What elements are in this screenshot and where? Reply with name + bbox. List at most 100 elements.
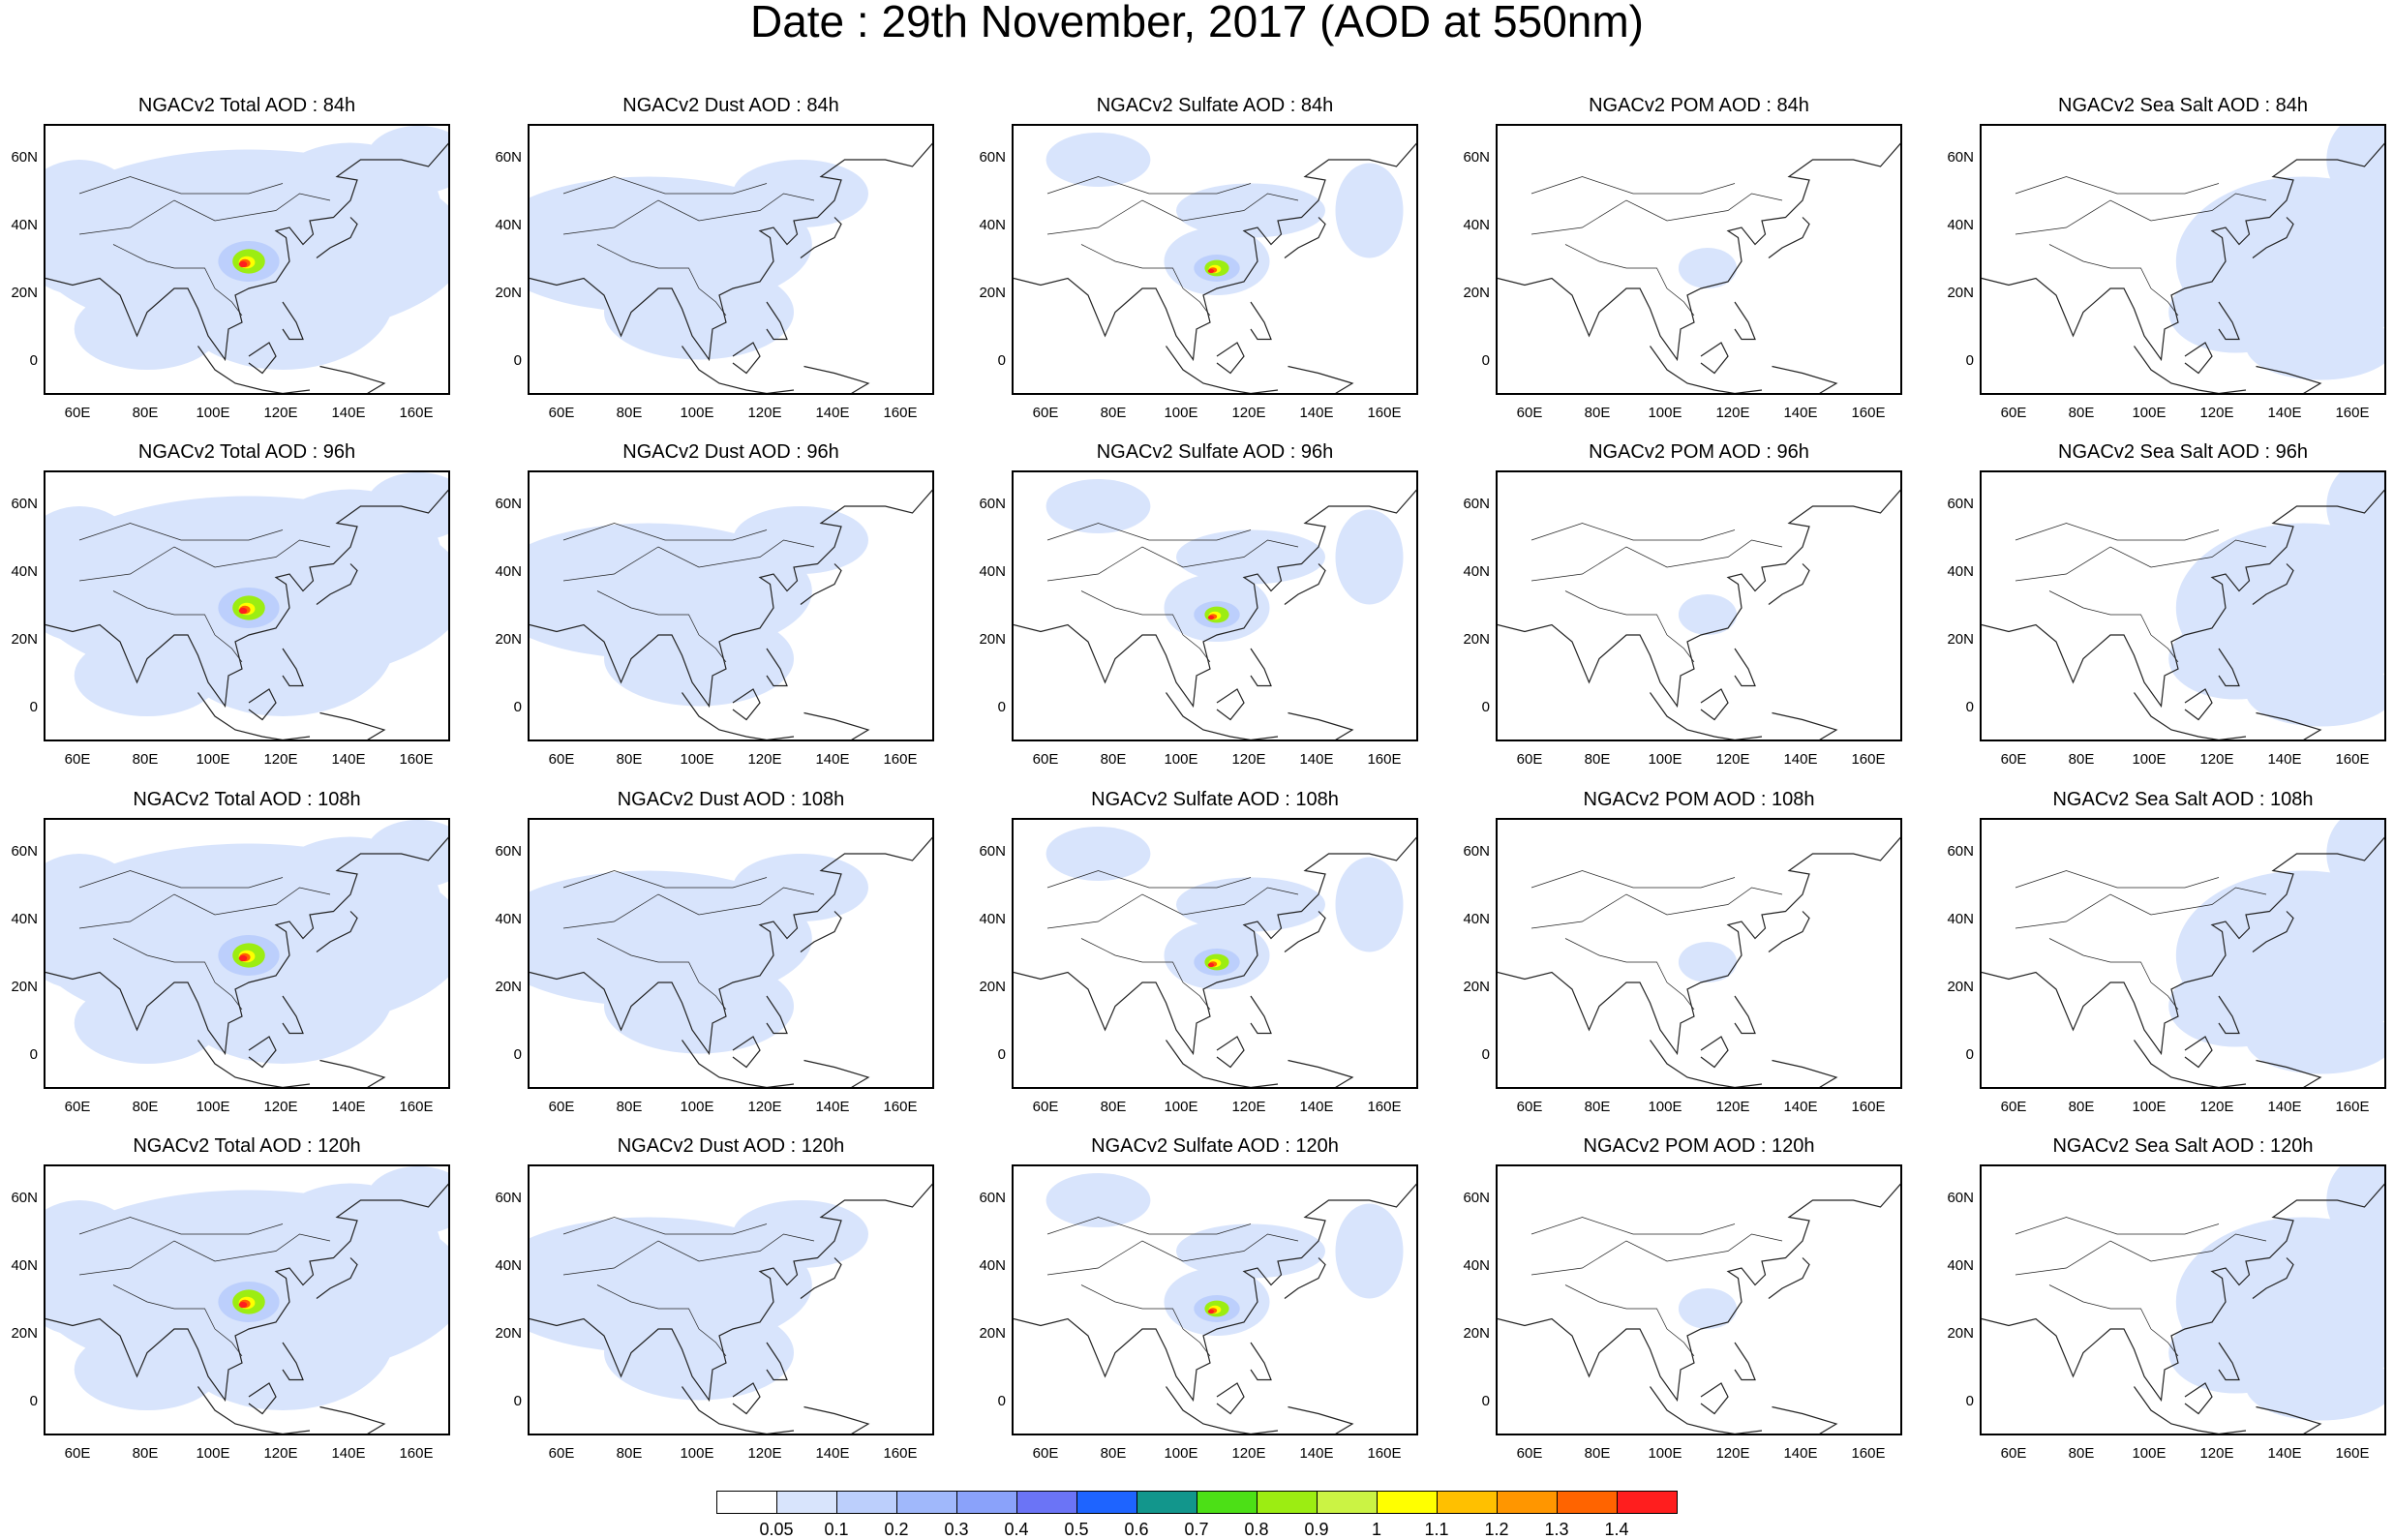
lon-tick-label: 140E [2267, 751, 2302, 768]
country-border [1530, 539, 1783, 582]
lat-tick-label: 40N [11, 911, 38, 927]
lon-tick-label: 120E [747, 1445, 782, 1462]
aod-field-high-region [238, 607, 248, 615]
lat-tick-label: 40N [1947, 563, 1974, 580]
lon-tick-label: 160E [2335, 1099, 2370, 1115]
country-border [2015, 523, 2220, 541]
country-border [1530, 1217, 1736, 1235]
country-border [698, 981, 727, 1011]
lat-tick-label: 20N [979, 285, 1006, 301]
colorbar-tick-label: 1.1 [1424, 1520, 1449, 1539]
aod-field-region [733, 1200, 868, 1268]
coastline [800, 217, 842, 258]
lon-tick-label: 100E [680, 1445, 714, 1462]
coastline [2218, 995, 2240, 1035]
coastline [2218, 1342, 2240, 1381]
lon-tick-label: 60E [1032, 751, 1059, 768]
country-border [596, 590, 700, 636]
aod-field-region [1045, 479, 1151, 533]
coastline [248, 1036, 277, 1069]
lat-tick-label: 0 [29, 352, 38, 369]
coastline [803, 1059, 870, 1087]
country-border [562, 539, 815, 582]
panel-title: NGACv2 POM AOD : 120h [1583, 1135, 1815, 1157]
lat-tick-label: 60N [1947, 496, 1974, 512]
country-border [2048, 1284, 2152, 1330]
aod-map [530, 836, 932, 1087]
country-border [698, 287, 727, 317]
lon-tick-label: 60E [2000, 1099, 2027, 1115]
panel-title: NGACv2 Sulfate AOD : 96h [1096, 441, 1334, 463]
lat-tick-label: 0 [513, 699, 522, 715]
coastline [530, 142, 932, 362]
figure-title: Date : 29th November, 2017 (AOD at 550nm… [749, 0, 1645, 46]
country-border [2150, 1328, 2179, 1357]
coastline [2256, 365, 2322, 393]
coastline [1166, 346, 1279, 393]
colorbar-swatch [836, 1491, 897, 1514]
lat-tick-label: 0 [1965, 352, 1974, 369]
lon-tick-label: 100E [196, 751, 230, 768]
country-border [1666, 1328, 1695, 1357]
country-border [78, 1233, 331, 1276]
lon-tick-label: 60E [64, 751, 91, 768]
country-border [1666, 287, 1695, 317]
aod-field-region [604, 958, 794, 1054]
colorbar-tick-label: 0.5 [1064, 1520, 1089, 1539]
coastline [1650, 692, 1763, 740]
aod-field-region [45, 1200, 147, 1336]
country-border [562, 193, 815, 235]
lat-tick-label: 40N [979, 563, 1006, 580]
lat-tick-label: 60N [979, 496, 1006, 512]
map-panel-sulfate [1012, 470, 1418, 741]
lon-tick-label: 140E [1783, 751, 1818, 768]
colorbar-swatch [1197, 1491, 1258, 1514]
coastline [800, 563, 842, 605]
lon-tick-label: 140E [1299, 1445, 1334, 1462]
map-panel-seasalt [1980, 818, 2386, 1089]
lat-tick-label: 0 [1481, 1393, 1490, 1409]
colorbar-tick-label: 0.7 [1184, 1520, 1209, 1539]
aod-field-region [2246, 1352, 2384, 1421]
country-border [2015, 887, 2267, 929]
coastline [1768, 911, 1810, 952]
coastline [1650, 1386, 1763, 1434]
map-panel-dust [528, 470, 934, 741]
lon-tick-label: 80E [132, 1445, 159, 1462]
aod-field-region [733, 854, 868, 921]
lat-tick-label: 40N [1463, 1257, 1490, 1274]
coastline [2252, 1257, 2294, 1299]
lon-tick-label: 120E [263, 1099, 298, 1115]
aod-field-high-region [1207, 1309, 1215, 1314]
map-panel-total [44, 124, 450, 395]
coastline [530, 1183, 932, 1403]
country-border [78, 193, 331, 235]
coastline [1284, 1257, 1326, 1299]
aod-field-region [45, 506, 147, 642]
lon-tick-label: 80E [1100, 1445, 1127, 1462]
lon-tick-label: 160E [1851, 1445, 1886, 1462]
coastline [766, 1342, 788, 1381]
coastline [1288, 1405, 1354, 1434]
coastline [1734, 1342, 1756, 1381]
aod-map [45, 126, 448, 393]
lon-tick-label: 160E [2335, 751, 2370, 768]
country-border [2150, 287, 2179, 317]
lat-tick-label: 20N [979, 631, 1006, 648]
country-border [1530, 870, 1736, 889]
lon-tick-label: 60E [2000, 405, 2027, 421]
coastline [248, 1382, 277, 1415]
coastline [282, 995, 304, 1035]
aod-field-region [1176, 877, 1325, 932]
aod-field-region [1335, 1203, 1404, 1299]
lon-tick-label: 140E [815, 1099, 850, 1115]
lon-tick-label: 80E [2068, 1445, 2095, 1462]
coastline [766, 995, 788, 1035]
lon-tick-label: 140E [815, 1445, 850, 1462]
lon-tick-label: 140E [2267, 1099, 2302, 1115]
lat-tick-label: 0 [29, 1046, 38, 1063]
lat-tick-label: 20N [11, 1325, 38, 1342]
coastline [2218, 648, 2240, 687]
coastline [800, 911, 842, 952]
